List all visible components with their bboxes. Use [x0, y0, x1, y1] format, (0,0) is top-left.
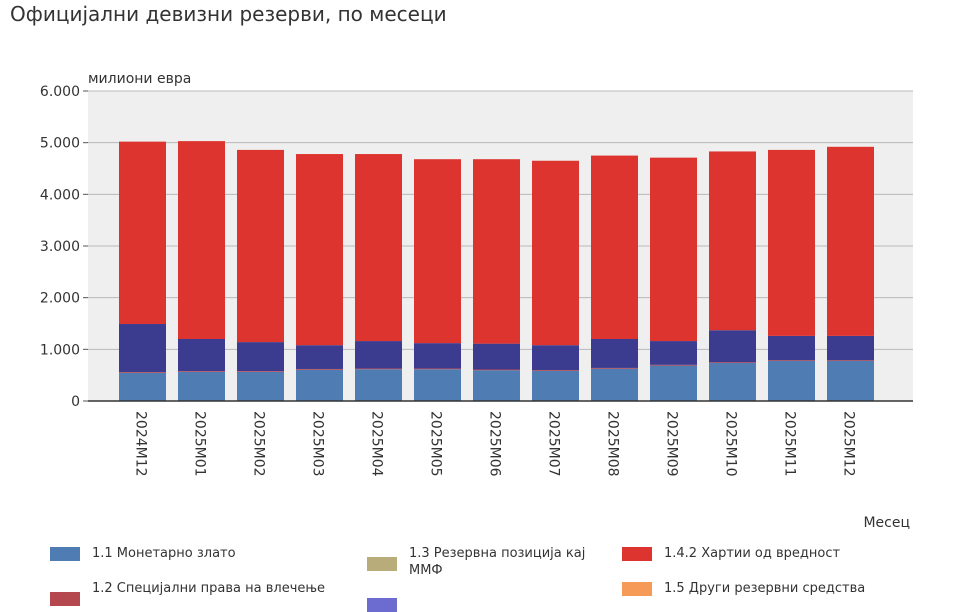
- bar-segment: [532, 370, 579, 371]
- bar-segment: [709, 151, 756, 331]
- y-axis-label: милиони евра: [88, 71, 191, 87]
- bar-segment: [178, 141, 225, 339]
- bar-segment: [532, 345, 579, 370]
- legend-label: 1.4.2 Хартии од вредност: [664, 546, 841, 561]
- legend-item-monetary-gold[interactable]: 1.1 Монетарно злато: [50, 545, 236, 562]
- bar-segment: [119, 324, 166, 373]
- bar-segment: [650, 341, 697, 365]
- y-tick-label: 2.000: [40, 291, 80, 307]
- bar-segment: [414, 368, 461, 370]
- bar-segment: [414, 343, 461, 369]
- bar-segment: [296, 154, 343, 346]
- bar-segment: [473, 369, 520, 371]
- bar-segment: [237, 342, 284, 372]
- bar-segment: [237, 371, 284, 401]
- bar-segment: [119, 372, 166, 401]
- y-tick-label: 1.000: [40, 342, 80, 358]
- bar-segment: [414, 369, 461, 401]
- x-tick-label: 2025M02: [251, 411, 267, 477]
- bar-segment: [591, 368, 638, 401]
- chart-title: Официјални девизни резерви, по месеци: [10, 2, 447, 26]
- bar-segment: [355, 369, 402, 401]
- y-tick-label: 0: [71, 394, 80, 410]
- y-tick-label: 4.000: [40, 187, 80, 203]
- bar-segment: [650, 365, 697, 401]
- bar-segment: [119, 141, 166, 325]
- x-tick-label: 2025M10: [723, 411, 739, 477]
- legend-label: 1.1 Монетарно злато: [92, 546, 236, 561]
- legend-swatch: [367, 557, 397, 571]
- bar-segment: [355, 341, 402, 369]
- bar-segment: [178, 339, 225, 372]
- bar-segment: [709, 362, 756, 364]
- bar-segment: [827, 146, 874, 336]
- x-tick-label: 2025M06: [487, 411, 503, 477]
- bar-segment: [768, 149, 815, 336]
- bar-segment: [237, 371, 284, 372]
- bar-segment: [178, 371, 225, 372]
- bar-segment: [178, 371, 225, 401]
- bar-segment: [650, 157, 697, 342]
- bar-segment: [119, 372, 166, 373]
- y-tick-label: 6.000: [40, 84, 80, 100]
- legend-swatch: [622, 547, 652, 561]
- x-tick-label: 2025M03: [310, 411, 326, 477]
- bar-segment: [414, 159, 461, 344]
- x-tick-label: 2025M12: [841, 411, 857, 477]
- legend-item-sdr[interactable]: 1.2 Специјални права на влечење: [50, 580, 325, 606]
- bar-segment: [709, 330, 756, 363]
- legend-swatch: [50, 547, 80, 561]
- x-tick-label: 2025M01: [192, 411, 208, 477]
- bar-segment: [650, 364, 697, 366]
- legend-label: 1.3 Резервна позиција кај ММФ: [409, 546, 586, 578]
- bar-segment: [709, 363, 756, 401]
- bar-segment: [827, 360, 874, 401]
- x-tick-label: 2025M08: [605, 411, 621, 477]
- legend-swatch: [50, 592, 80, 606]
- bar-segment: [591, 339, 638, 368]
- bar-segment: [473, 159, 520, 344]
- legend-label: 1.5 Други резервни средства: [664, 581, 866, 596]
- legend-item-imf-position[interactable]: 1.3 Резервна позиција кај ММФ: [367, 545, 607, 579]
- legend-item-other-reserves[interactable]: 1.5 Други резервни средства: [622, 580, 865, 597]
- legend-item-currency-deposits[interactable]: [367, 596, 409, 612]
- bar-segment: [827, 335, 874, 361]
- bar-segment: [591, 367, 638, 369]
- legend-swatch: [367, 598, 397, 612]
- x-tick-label: 2025M11: [782, 411, 798, 477]
- bar-segment: [532, 370, 579, 401]
- bar-segment: [355, 368, 402, 370]
- x-tick-label: 2025M05: [428, 411, 444, 477]
- y-tick-label: 3.000: [40, 239, 80, 255]
- bar-segment: [591, 155, 638, 339]
- x-tick-label: 2024M12: [133, 411, 149, 477]
- x-tick-label: 2025M09: [664, 411, 680, 477]
- legend-label: 1.2 Специјални права на влечење: [92, 581, 326, 596]
- bar-segment: [768, 360, 815, 401]
- legend-swatch: [622, 582, 652, 596]
- legend-item-securities[interactable]: 1.4.2 Хартии од вредност: [622, 545, 840, 562]
- x-tick-label: 2025M07: [546, 411, 562, 477]
- bar-segment: [296, 345, 343, 369]
- bar-segment: [473, 370, 520, 401]
- bar-segment: [296, 368, 343, 370]
- x-tick-label: 2025M04: [369, 411, 385, 477]
- bar-segment: [532, 160, 579, 346]
- bar-segment: [768, 335, 815, 361]
- bar-segment: [355, 154, 402, 342]
- bar-segment: [473, 343, 520, 370]
- x-axis-label: Месец: [863, 515, 910, 531]
- bar-segment: [827, 360, 874, 361]
- bar-segment: [296, 369, 343, 401]
- bar-segment: [768, 360, 815, 361]
- y-tick-label: 5.000: [40, 136, 80, 152]
- bar-segment: [237, 149, 284, 343]
